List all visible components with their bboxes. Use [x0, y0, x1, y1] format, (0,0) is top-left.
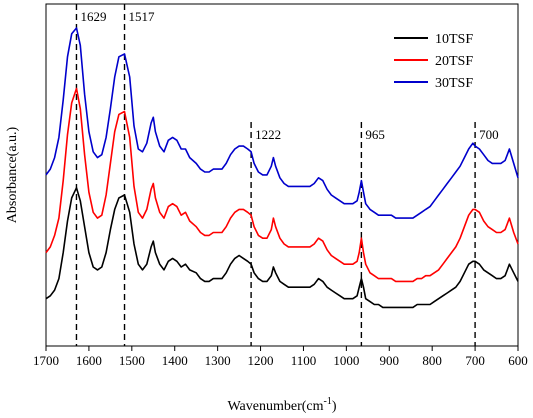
series-line-20tsf [45, 87, 519, 283]
peak-marker-label: 965 [365, 127, 385, 142]
peak-marker-label: 1629 [80, 9, 106, 24]
x-tick-label: 1200 [248, 353, 274, 368]
x-tick-label: 1600 [76, 353, 102, 368]
x-axis-title-close: ) [332, 399, 337, 414]
x-tick-label: 600 [508, 353, 528, 368]
x-tick-label: 700 [465, 353, 485, 368]
series-line-30tsf [45, 27, 519, 219]
x-tick-label: 900 [380, 353, 400, 368]
x-axis-title-superscript: -1 [324, 396, 332, 407]
x-tick-label: 1100 [291, 353, 317, 368]
legend-label: 30TSF [435, 76, 473, 91]
x-tick-label: 800 [422, 353, 442, 368]
x-tick-label: 1500 [119, 353, 145, 368]
legend-label: 20TSF [435, 54, 473, 69]
x-axis-title: Wavenumber(cm-1) [227, 396, 336, 414]
peak-marker-label: 1222 [255, 127, 281, 142]
peak-marker-label: 700 [479, 127, 499, 142]
peak-marker-label: 1517 [129, 9, 156, 24]
plot-frame [45, 3, 519, 347]
x-tick-label: 1300 [205, 353, 231, 368]
peak-markers: 1629 1517 1222 965 700 [75, 4, 499, 346]
x-tick-label: 1700 [33, 353, 59, 368]
series-line-10tsf [45, 187, 519, 309]
y-axis-title: Absorbance(a.u.) [5, 126, 20, 223]
x-tick-label: 1400 [162, 353, 188, 368]
x-axis-title-main: Wavenumber(cm [227, 399, 323, 414]
x-tick-label: 1000 [333, 353, 359, 368]
legend: 10TSF 20TSF 30TSF [394, 32, 473, 91]
legend-label: 10TSF [435, 32, 473, 47]
x-axis-ticks: 1700 1600 1500 1400 1300 1200 1100 1000 900 800 70… [33, 346, 528, 368]
series-lines [45, 27, 519, 309]
